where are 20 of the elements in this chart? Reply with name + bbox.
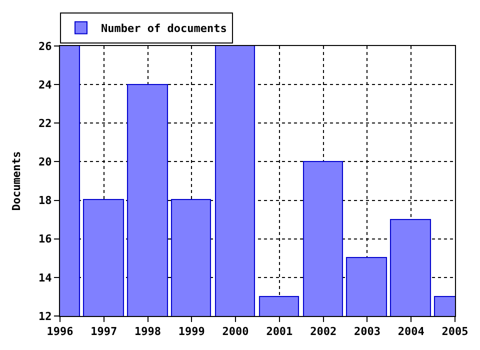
x-tick-label: 2002: [310, 325, 337, 338]
y-tick-label: 12: [38, 310, 52, 323]
x-tick-label: 1999: [178, 325, 205, 338]
x-tick-label: 2004: [398, 325, 425, 338]
x-tick-label: 2001: [266, 325, 294, 338]
y-tick-label: 18: [38, 194, 52, 208]
legend-label: Number of documents: [101, 22, 227, 36]
y-tick-label: 22: [38, 116, 52, 130]
x-tick-label: 2005: [442, 325, 468, 338]
y-tick-label: 20: [38, 156, 52, 169]
x-tick-label: 1997: [90, 325, 118, 338]
x-tick-label: 1998: [134, 325, 162, 338]
y-tick-label: 14: [38, 271, 52, 284]
y-tick-label: 24: [38, 78, 52, 92]
y-axis-title: Documents: [10, 151, 24, 211]
y-tick-label: 16: [38, 232, 52, 246]
x-tick-label: 2003: [354, 325, 380, 338]
y-tick-label: 26: [38, 40, 52, 53]
x-tick-label: 1996: [46, 325, 74, 338]
x-tick-label: 2000: [222, 325, 249, 338]
